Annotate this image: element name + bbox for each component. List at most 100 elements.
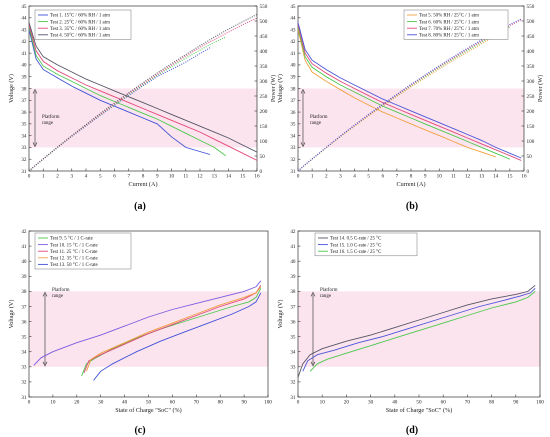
legend-entry: Test 14. 0.5 C-rate / 25 °C — [330, 237, 381, 242]
y-tick-label: 33 — [21, 365, 27, 371]
x-tick-label: 16 — [521, 174, 527, 180]
series-line-2 — [33, 280, 262, 366]
y-tick-label: 45 — [290, 4, 296, 10]
x-tick-label: 1 — [42, 174, 45, 180]
y-tick-label: 40 — [290, 63, 296, 69]
y-tick-label: 35 — [21, 122, 27, 128]
platform-arrow-up-icon — [32, 88, 38, 94]
y2-tick-label: 350 — [527, 64, 535, 70]
x-tick-label: 4 — [353, 174, 356, 180]
x-tick-label: 0 — [297, 174, 300, 180]
caption-c: (c) — [134, 425, 145, 436]
x-tick-label: 8 — [142, 174, 145, 180]
x-tick-label: 30 — [368, 400, 374, 406]
legend-entry: Test 7. 70% RH / 25°C / 1 atm — [419, 27, 479, 32]
y-tick-label: 36 — [290, 319, 296, 325]
x-tick-label: 4 — [85, 174, 88, 180]
x-tick-label: 2 — [325, 174, 328, 180]
y-tick-label: 34 — [21, 350, 27, 356]
y2-axis-label: Power (W) — [270, 75, 277, 102]
x-tick-label: 0 — [28, 400, 31, 406]
x-tick-label: 30 — [98, 400, 104, 406]
y2-tick-label: 0 — [527, 169, 530, 175]
y-tick-label: 38 — [290, 289, 296, 295]
y2-tick-label: 150 — [527, 124, 535, 130]
y-tick-label: 37 — [21, 304, 27, 310]
y-tick-label: 33 — [290, 145, 296, 151]
x-tick-label: 6 — [381, 174, 384, 180]
y-tick-label: 36 — [290, 110, 296, 116]
y-tick-label: 42 — [21, 229, 27, 235]
series-line-3 — [83, 285, 262, 374]
series-line-3 — [309, 291, 536, 372]
caption-a: (a) — [134, 201, 146, 212]
legend-entry: Test 4. 50°C / 60% RH / 1 atm — [50, 34, 110, 39]
x-axis-label: Current (A) — [396, 181, 425, 188]
y2-tick-label: 200 — [260, 109, 268, 115]
legend-entry: Test 2. 25°C / 60% RH / 1 atm — [50, 20, 110, 25]
y-tick-label: 41 — [290, 51, 296, 57]
platform-arrow-up-icon — [42, 291, 48, 297]
x-axis-label: State of Charge "SoC" (%) — [386, 407, 452, 414]
legend-entry: Test 12. 35 °C / 1 C-rate — [50, 257, 98, 262]
x-tick-label: 80 — [218, 400, 224, 406]
x-tick-label: 40 — [392, 400, 398, 406]
platform-label: Platform — [310, 115, 328, 120]
caption-b: (b) — [406, 201, 418, 212]
y-axis-label: Voltage (V) — [277, 74, 284, 103]
y-axis-label: Voltage (V) — [8, 74, 15, 103]
x-tick-label: 70 — [194, 400, 200, 406]
x-tick-label: 16 — [254, 174, 260, 180]
legend-entry: Test 13. 50 °C / 1 C-rate — [50, 263, 98, 268]
y-tick-label: 40 — [290, 259, 296, 265]
legend-entry: Test 11. 25 °C / 1 C-rate — [50, 250, 97, 255]
legend-entry: Test 16. 1.5 C-rate / 25 °C — [330, 250, 381, 255]
x-tick-label: 7 — [127, 174, 130, 180]
x-tick-label: 12 — [197, 174, 203, 180]
platform-label: range — [320, 294, 332, 299]
y2-tick-label: 300 — [527, 79, 535, 85]
legend-entry: Test 3. 35°C / 60% RH / 1 atm — [50, 27, 110, 32]
series-line-3 — [28, 24, 258, 161]
y-tick-label: 43 — [290, 27, 296, 33]
y-tick-label: 37 — [290, 304, 296, 310]
x-axis-label: Current (A) — [128, 181, 157, 188]
legend-box — [34, 232, 132, 270]
y-tick-label: 38 — [21, 289, 27, 295]
y-tick-label: 42 — [290, 39, 296, 45]
y-tick-label: 35 — [290, 334, 296, 340]
platform-arrow-up-icon — [300, 88, 306, 94]
y-tick-label: 39 — [290, 75, 296, 81]
y-tick-label: 37 — [21, 98, 27, 104]
x-tick-label: 14 — [493, 174, 499, 180]
y2-tick-label: 50 — [527, 154, 533, 160]
x-tick-label: 100 — [536, 400, 544, 406]
series-line-4 — [297, 22, 522, 159]
y-tick-label: 36 — [21, 110, 27, 116]
x-tick-label: 100 — [264, 400, 272, 406]
y-tick-label: 44 — [21, 16, 27, 22]
legend-entry: Test 1. 15°C / 60% RH / 1 atm — [50, 14, 110, 19]
y2-tick-label: 350 — [260, 64, 268, 70]
legend-entry: Test 15. 1.0 C-rate / 25 °C — [330, 243, 381, 248]
platform-range-band — [298, 291, 540, 367]
series-line-2 — [28, 27, 226, 157]
y-axis-label: Voltage (V) — [8, 300, 15, 329]
y-tick-label: 31 — [21, 169, 27, 175]
legend-box — [34, 9, 132, 40]
y2-tick-label: 50 — [260, 154, 266, 160]
y-tick-label: 32 — [21, 380, 27, 386]
legend-box — [314, 232, 418, 257]
y2-tick-label: 100 — [260, 139, 268, 145]
series-line-1 — [81, 288, 262, 377]
x-tick-label: 12 — [465, 174, 471, 180]
x-tick-label: 90 — [242, 400, 248, 406]
y-tick-label: 42 — [290, 229, 296, 235]
series-line-1 — [28, 29, 211, 155]
x-tick-label: 15 — [240, 174, 246, 180]
y2-tick-label: 450 — [527, 34, 535, 40]
y2-tick-label: 400 — [260, 49, 268, 55]
